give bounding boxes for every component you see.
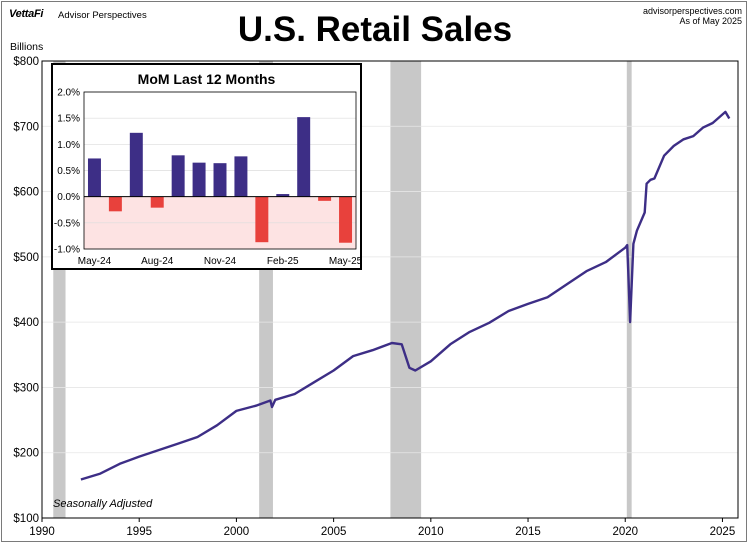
brand-name: Advisor Perspectives bbox=[58, 10, 147, 21]
site-url: advisorperspectives.com bbox=[642, 6, 742, 16]
inset-y-tick-label: 1.5% bbox=[57, 114, 80, 125]
y-tick-label: $200 bbox=[13, 448, 39, 460]
mom-bar-jan-25 bbox=[255, 196, 269, 243]
x-tick-label: 2005 bbox=[321, 526, 347, 538]
plot-border bbox=[41, 60, 739, 519]
retail-sales-line bbox=[80, 110, 731, 481]
mom-bar-jun-24 bbox=[108, 196, 122, 212]
source-info: advisorperspectives.com As of May 2025 bbox=[643, 6, 742, 26]
inset-y-tick-label: 0.0% bbox=[57, 192, 80, 203]
as-of-date: As of May 2025 bbox=[679, 16, 742, 26]
y-tick-label: $700 bbox=[13, 121, 39, 133]
y-tick-label: $500 bbox=[13, 252, 39, 264]
seasonally-adjusted-note: Seasonally Adjusted bbox=[53, 498, 153, 510]
inset-x-tick-label: May-25 bbox=[329, 256, 363, 267]
x-tick-label: 2015 bbox=[515, 526, 541, 538]
mom-bar-jul-24 bbox=[129, 132, 143, 197]
mom-bar-mar-25 bbox=[297, 117, 311, 197]
x-tick-label: 2000 bbox=[224, 526, 250, 538]
mom-bar-oct-24 bbox=[192, 162, 206, 197]
inset-x-tick-label: May-24 bbox=[78, 256, 112, 267]
mom-bar-aug-24 bbox=[150, 196, 164, 208]
inset-x-tick-label: Nov-24 bbox=[204, 256, 237, 267]
x-tick-label: 1995 bbox=[126, 526, 152, 538]
y-tick-label: $600 bbox=[13, 187, 39, 199]
mom-bar-nov-24 bbox=[213, 163, 227, 197]
x-tick-label: 2025 bbox=[710, 526, 736, 538]
y-tick-label: $800 bbox=[13, 56, 39, 68]
y-tick-label: $400 bbox=[13, 317, 39, 329]
vettafi-logo: VettaFi bbox=[9, 8, 44, 20]
inset-x-tick-label: Feb-25 bbox=[267, 256, 299, 267]
inset-mom-chart: MoM Last 12 Months -1.0% -0.5% 0.0% 0.5% 1.0… bbox=[51, 63, 363, 270]
mom-bar-sep-24 bbox=[171, 155, 185, 197]
inset-y-tick-label: 0.5% bbox=[57, 166, 80, 177]
x-tick-label: 2010 bbox=[418, 526, 444, 538]
inset-y-tick-label: -0.5% bbox=[54, 218, 80, 229]
inset-plot-border bbox=[83, 91, 357, 250]
inset-y-tick-label: -1.0% bbox=[54, 245, 80, 256]
inset-title: MoM Last 12 Months bbox=[138, 71, 276, 87]
y-tick-label: $300 bbox=[13, 382, 39, 394]
mom-bar-feb-25 bbox=[276, 194, 290, 197]
chart-title: U.S. Retail Sales bbox=[237, 10, 513, 49]
inset-x-tick-label: Aug-24 bbox=[141, 256, 174, 267]
inset-y-tick-label: 2.0% bbox=[57, 88, 80, 99]
mom-bar-dec-24 bbox=[234, 156, 248, 197]
recession-band-3 bbox=[390, 61, 422, 518]
y-axis-title: Billions bbox=[10, 41, 44, 53]
mom-bar-apr-25 bbox=[318, 196, 332, 201]
inset-y-tick-label: 1.0% bbox=[57, 140, 80, 151]
mom-bar-may-25 bbox=[339, 196, 353, 243]
x-tick-label: 1990 bbox=[29, 526, 55, 538]
x-tick-label: 2020 bbox=[612, 526, 638, 538]
mom-bar-may-24 bbox=[87, 158, 101, 197]
y-tick-label: $100 bbox=[13, 513, 39, 525]
